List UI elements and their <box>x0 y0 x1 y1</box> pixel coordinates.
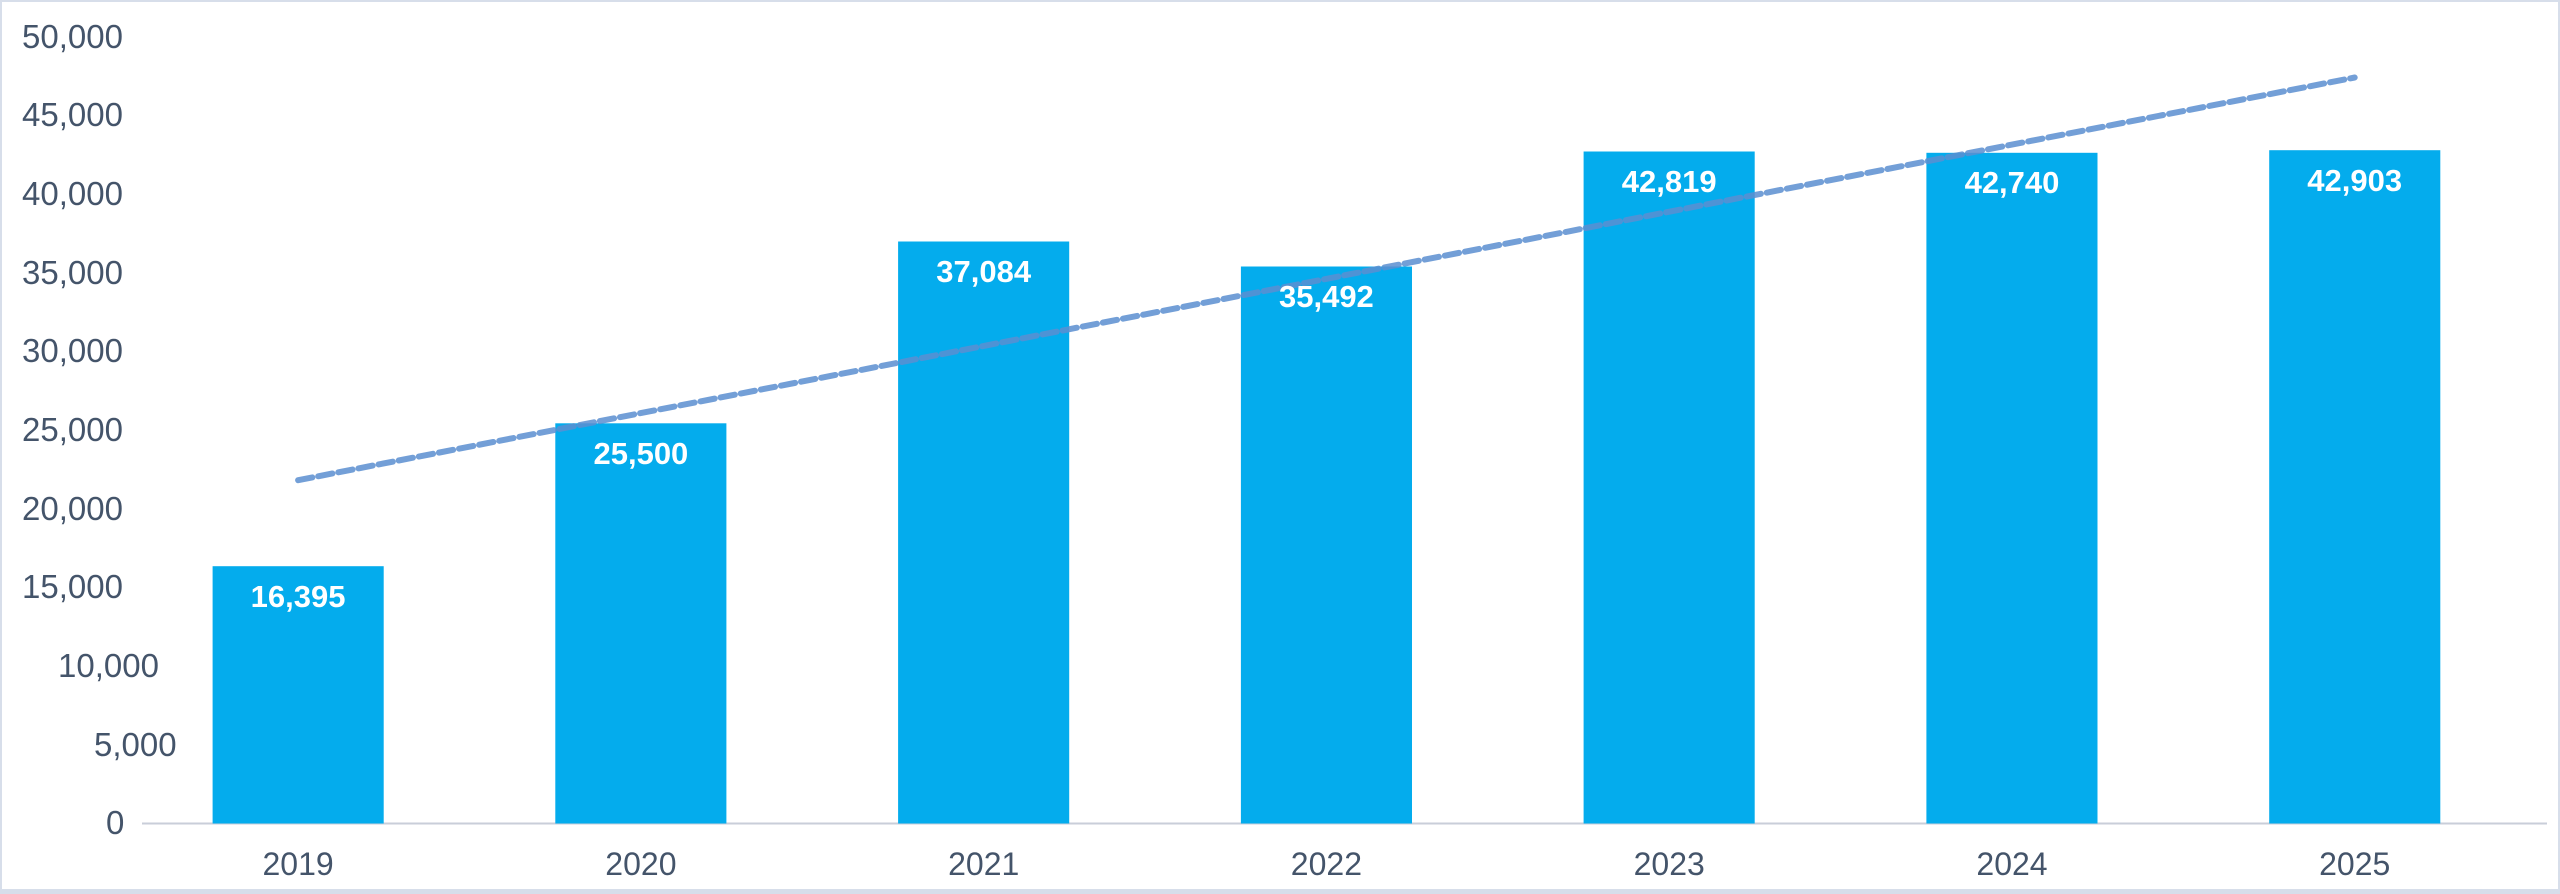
svg-text:2025: 2025 <box>2319 846 2390 882</box>
svg-text:0: 0 <box>106 804 124 841</box>
svg-text:2023: 2023 <box>1634 846 1705 882</box>
svg-text:42,819: 42,819 <box>1622 164 1717 199</box>
svg-text:2024: 2024 <box>1976 846 2047 882</box>
svg-text:30,000: 30,000 <box>22 332 123 369</box>
svg-text:42,903: 42,903 <box>2307 163 2402 198</box>
svg-text:20,000: 20,000 <box>22 490 123 527</box>
svg-text:2020: 2020 <box>605 846 676 882</box>
svg-text:25,000: 25,000 <box>22 411 123 448</box>
svg-text:10,000: 10,000 <box>58 647 159 684</box>
svg-text:35,492: 35,492 <box>1279 279 1374 314</box>
svg-text:15,000: 15,000 <box>22 568 123 605</box>
svg-text:42,740: 42,740 <box>1965 165 2060 200</box>
svg-text:16,395: 16,395 <box>251 579 346 614</box>
svg-text:37,084: 37,084 <box>936 254 1032 289</box>
svg-text:2019: 2019 <box>263 846 334 882</box>
svg-text:35,000: 35,000 <box>22 254 123 291</box>
svg-text:45,000: 45,000 <box>22 96 123 133</box>
svg-text:50,000: 50,000 <box>22 18 123 55</box>
svg-text:2021: 2021 <box>948 846 1019 882</box>
svg-text:40,000: 40,000 <box>22 175 123 212</box>
svg-text:25,500: 25,500 <box>593 436 688 471</box>
svg-text:5,000: 5,000 <box>94 726 177 763</box>
svg-text:2022: 2022 <box>1291 846 1362 882</box>
